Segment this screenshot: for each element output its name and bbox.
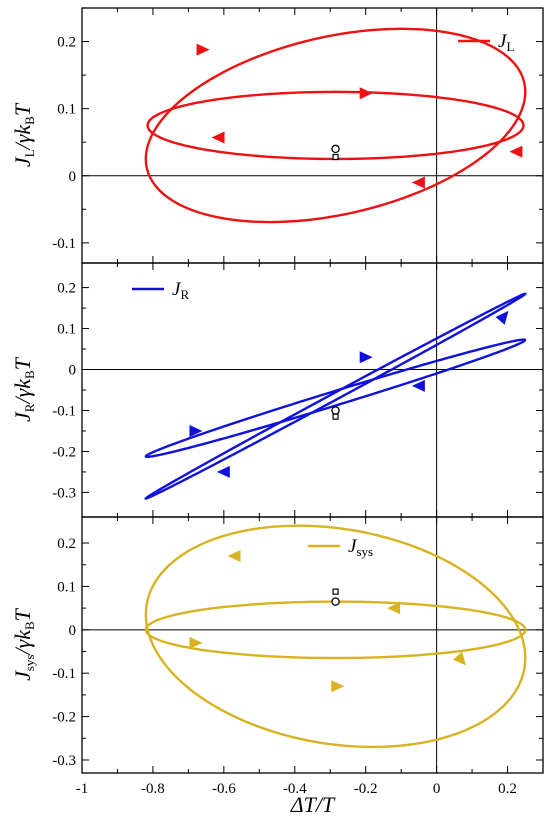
direction-arrow — [227, 550, 241, 563]
x-tick-label: -0.2 — [354, 781, 378, 797]
y-tick-label: 0.2 — [57, 281, 76, 297]
x-tick-label: -1 — [76, 781, 89, 797]
direction-arrow — [509, 145, 523, 158]
direction-arrow — [331, 680, 345, 693]
x-tick-label: -0.8 — [141, 781, 165, 797]
start-marker-square — [332, 413, 339, 420]
direction-arrow — [216, 465, 230, 478]
series-loop-1 — [144, 292, 527, 500]
direction-arrow — [411, 379, 425, 392]
x-tick-label: 0 — [433, 781, 441, 797]
series-loop-2 — [144, 600, 527, 660]
panel-3: -0.3 -0.2 -0.1 0 0.1 0.2 -1 -0.8 -0.6 -0.4 -0.2 0 0.… — [10, 516, 544, 797]
direction-arrow — [411, 176, 425, 189]
series-loop-2 — [146, 90, 525, 161]
direction-arrow — [387, 602, 401, 615]
y-tick-label: 0 — [69, 623, 77, 639]
direction-arrow — [189, 636, 203, 649]
x-axis-label: ΔT/T — [290, 792, 336, 817]
y-tick-label: 0.2 — [57, 35, 76, 51]
y-tick-label: -0.1 — [52, 236, 76, 252]
y-tick-label: -0.1 — [52, 666, 76, 682]
panel-1: -0.1 0 0.1 0.2 JL JL/γkBT — [10, 7, 544, 264]
y-tick-label: 0 — [69, 363, 77, 379]
start-marker-circle — [331, 144, 340, 154]
start-marker-square — [332, 588, 339, 595]
direction-arrow — [452, 651, 466, 666]
y-tick-label: 0 — [69, 169, 77, 185]
x-tick-label: -0.6 — [212, 781, 236, 797]
x-tick-label: -0.4 — [283, 781, 307, 797]
panel-frame — [81, 516, 544, 774]
series-loop-1 — [144, 27, 527, 224]
legend-label: JR — [172, 279, 189, 302]
y-axis-label: JR/γkBT — [10, 356, 37, 422]
y-tick-label: -0.2 — [52, 710, 76, 726]
y-axis-label: Jsys/γkBT — [10, 607, 37, 681]
y-axis-label: JL/γkBT — [10, 102, 37, 167]
direction-arrow — [196, 43, 210, 56]
y-tick-label: 0.1 — [57, 579, 76, 595]
y-tick-label: -0.2 — [52, 444, 76, 460]
direction-arrow — [359, 351, 373, 364]
y-tick-label: -0.3 — [52, 485, 76, 501]
y-tick-label: -0.1 — [52, 403, 76, 419]
direction-arrow — [495, 310, 509, 325]
start-marker-circle — [331, 597, 340, 606]
y-tick-label: 0.1 — [57, 322, 76, 338]
start-marker-circle — [331, 406, 340, 415]
series-loop-1 — [144, 524, 527, 749]
y-tick-label: 0.1 — [57, 102, 76, 118]
legend-label: Jsys — [348, 536, 373, 559]
direction-arrow — [211, 131, 225, 144]
x-tick-label: 0.2 — [498, 781, 517, 797]
panel-2: -0.3 -0.2 -0.1 0 0.1 0.2 JR JR/γkBT — [10, 262, 544, 518]
direction-arrow — [189, 424, 203, 437]
panel-frame — [81, 262, 544, 518]
legend-label: JL — [498, 31, 514, 54]
direction-arrow — [359, 87, 373, 100]
y-tick-label: -0.3 — [52, 753, 76, 769]
start-marker-square — [332, 153, 339, 161]
series-loop-2 — [144, 338, 527, 459]
y-tick-label: 0.2 — [57, 536, 76, 552]
